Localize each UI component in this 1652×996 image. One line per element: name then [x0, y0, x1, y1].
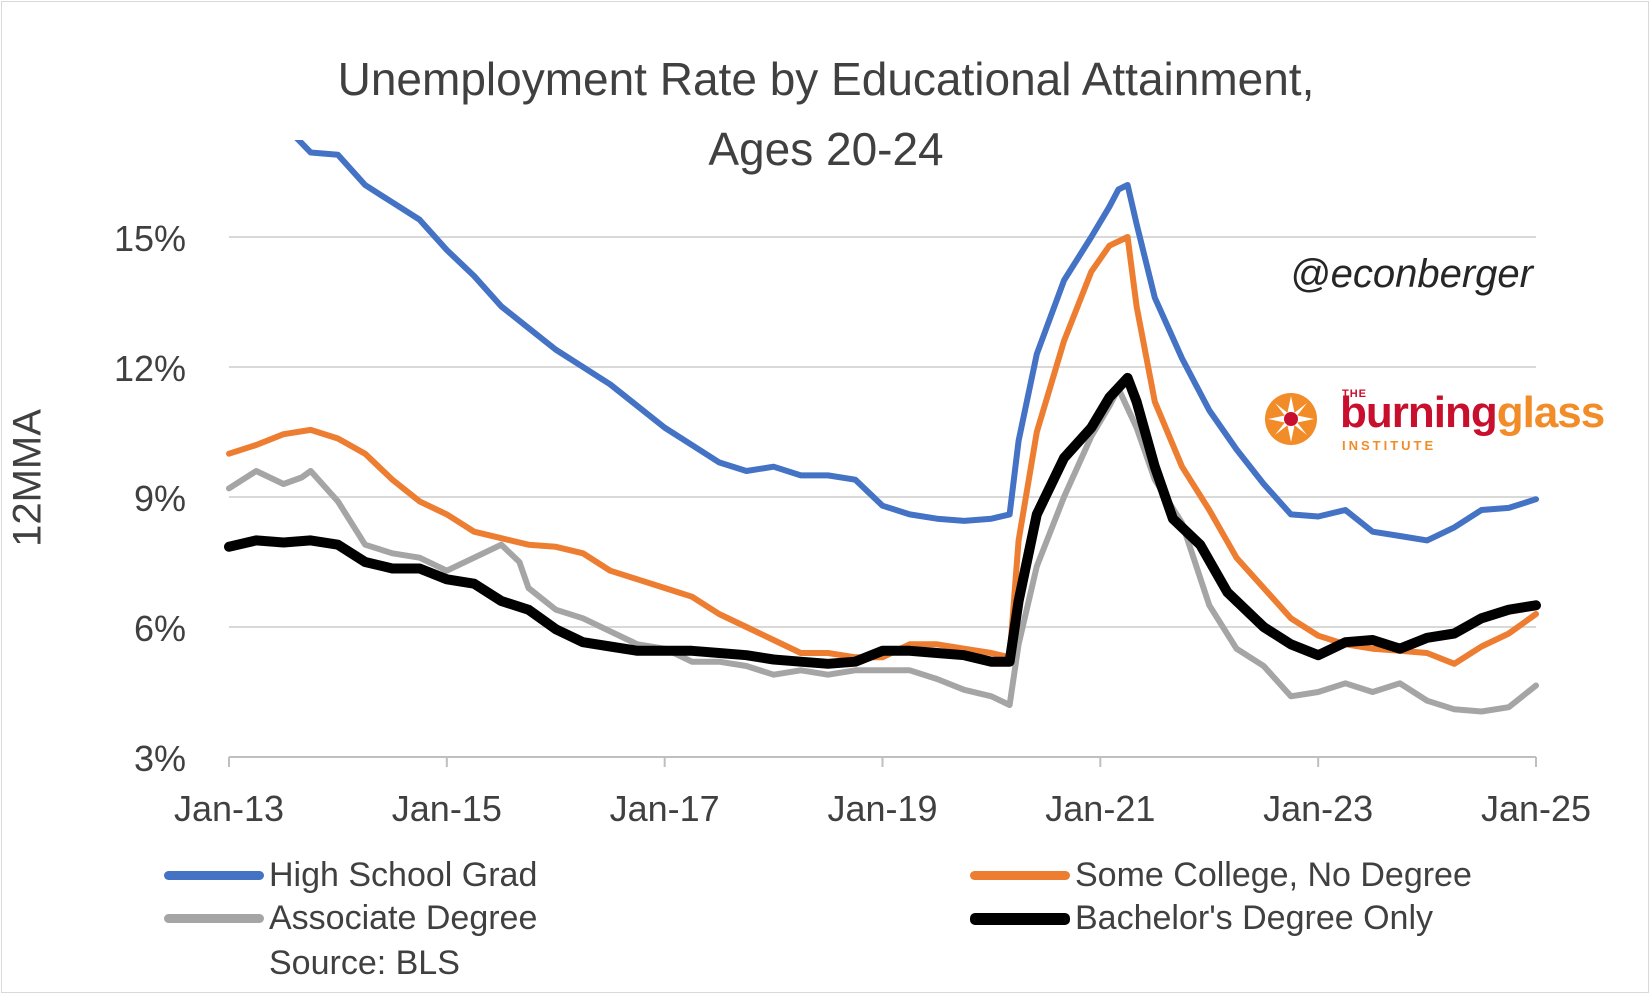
legend-label-some-college: Some College, No Degree [1075, 856, 1472, 894]
series-lines [224, 140, 1541, 715]
y-tick-label: 15% [114, 218, 186, 259]
chart-subtitle: Ages 20-24 [708, 123, 944, 175]
y-tick-label: 9% [134, 478, 186, 519]
gridlines [229, 236, 1536, 629]
legend-label-bachelors: Bachelor's Degree Only [1075, 899, 1433, 937]
y-tick-labels: 3% 6% 9% 12% 15% [114, 218, 186, 779]
x-tick-label: Jan-25 [1481, 788, 1591, 829]
watermark-handle: @econberger [1290, 252, 1533, 296]
x-tick-label: Jan-17 [610, 788, 720, 829]
x-tick-label: Jan-13 [174, 788, 284, 829]
source-note: Source: BLS [269, 944, 460, 982]
logo-burning: burning [1340, 388, 1498, 437]
logo-wordmark: burningglass [1340, 388, 1606, 438]
legend-label-associate: Associate Degree [269, 899, 538, 937]
legend-swatch-associate [164, 914, 264, 923]
logo-star-icon [1265, 393, 1317, 445]
x-tick-label: Jan-23 [1263, 788, 1373, 829]
x-tick-label: Jan-15 [392, 788, 502, 829]
burning-glass-logo: THE burningglass INSTITUTE [1262, 386, 1622, 456]
series-line-associate [226, 385, 1539, 715]
y-tick-label: 6% [134, 608, 186, 649]
y-tick-label: 3% [134, 738, 186, 779]
x-tick-label: Jan-19 [827, 788, 937, 829]
legend-swatch-bachelors [970, 913, 1070, 925]
logo-glass: glass [1496, 388, 1606, 437]
series-line-some-college [226, 234, 1539, 667]
chart-title: Unemployment Rate by Educational Attainm… [337, 53, 1315, 105]
legend-swatch-high-school [164, 871, 264, 880]
logo-institute: INSTITUTE [1342, 438, 1437, 453]
x-axis: Jan-13 Jan-15 Jan-17 Jan-19 Jan-21 Jan-23 Jan-… [174, 756, 1591, 829]
legend-label-high-school: High School Grad [269, 856, 538, 894]
y-tick-label: 12% [114, 348, 186, 389]
x-tick-label: Jan-21 [1045, 788, 1155, 829]
series-line-bachelors [224, 372, 1541, 669]
series-line-high-school [294, 140, 1539, 544]
logo-the: THE [1342, 388, 1367, 400]
legend-swatch-some-college [970, 871, 1070, 880]
